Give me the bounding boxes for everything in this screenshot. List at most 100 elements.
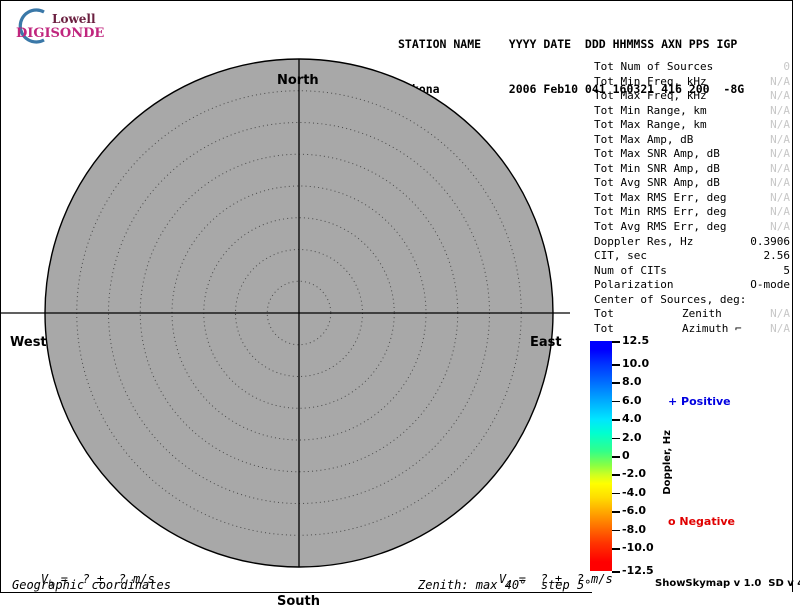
stat-value: N/A [770,220,790,234]
center-row-label: Tot [594,321,614,335]
stat-value: N/A [770,74,790,88]
colorbar-tick [612,474,620,476]
colorbar-tick-label: -8.0 [622,522,647,536]
stat-row: Num of CITs 5 [594,264,792,279]
vz-subscript: z [506,579,512,590]
stat-row: Tot Num of Sources 0 [594,60,792,75]
logo-arc-icon [18,8,45,44]
stat-row: Tot Min Range, km N/A [594,104,792,119]
frame-left-border [0,0,1,593]
direction-label-east: East [530,335,562,350]
colorbar-tick-label: 10.0 [622,357,650,370]
colorbar-tick-label: -4.0 [622,485,647,499]
colorbar-tick [612,548,620,550]
stat-label: Doppler Res, Hz [594,234,694,248]
colorbar-tick-marks [612,341,622,573]
colorbar-axis-label: Doppler, Hz [662,430,673,495]
colorbar-tick [612,437,620,440]
stat-value: N/A [770,176,790,190]
stat-value: N/A [770,132,790,146]
vh-subscript: h [48,579,54,590]
logo-digisonde-text: DIGISONDE [16,26,105,41]
stat-value: N/A [770,161,790,175]
stat-label: CIT, sec [594,249,647,263]
center-row-zenith-label: Zenith [682,307,722,321]
stat-row: Tot Avg SNR Amp, dB N/A [594,176,792,191]
stat-value: N/A [770,147,790,161]
direction-label-west: West [10,335,47,350]
center-row-value: N/A [770,307,790,321]
colorbar-tick-label: 6.0 [622,393,642,407]
station-header: STATION NAME YYYY DATE DDD HHMMSS AXN PP… [398,7,744,127]
vertical-velocity-readout: Vz = ? ± ? m/s [470,558,613,603]
stat-value: 2.56 [763,249,791,263]
center-row-value: N/A [770,321,790,335]
stat-label: Tot Max RMS Err, deg [594,190,727,204]
stat-label: Num of CITs [594,263,667,277]
stat-label: Tot Avg SNR Amp, dB [594,176,720,190]
stat-label: Tot Max Amp, dB [594,132,694,146]
colorbar-tick [612,400,620,403]
stat-label: Tot Max Range, km [594,118,707,132]
colorbar-tick [612,529,620,532]
colorbar-tick [612,382,620,384]
colorbar-tick [612,341,620,343]
legend-negative: o Negative [668,515,736,528]
colorbar-tick-label: 12.5 [622,334,650,347]
stat-label: Tot Avg RMS Err, deg [594,220,727,234]
coordinate-system-note: Geographic coordinates [12,578,171,592]
colorbar-tick [612,492,620,495]
polar-plot-canvas[interactable] [0,30,598,575]
frame-bottom-border [0,592,592,593]
direction-label-north: North [277,73,319,88]
stat-value: 0 [783,60,790,73]
vh-symbol: V [40,572,49,586]
stat-label: Polarization [594,278,674,292]
stat-row: Tot Max Amp, dB N/A [594,133,792,148]
skymap-polar-plot[interactable]: North South West East [0,30,598,609]
vh-value: = ? ± ? m/s [53,572,155,586]
stat-row: Tot Max RMS Err, deg N/A [594,191,792,206]
stat-row: Tot Min RMS Err, deg N/A [594,205,792,220]
colorbar-tick-label: -6.0 [622,504,647,518]
stat-value: 5 [783,263,790,277]
stat-row: CIT, sec 2.56 [594,249,792,264]
center-of-sources-heading: Center of Sources, deg: [594,292,747,306]
colorbar-tick-label: 0 [622,449,630,462]
legend-positive: + Positive [668,395,731,408]
stat-row: Doppler Res, Hz 0.3906 [594,235,792,250]
stat-row: Tot Max SNR Amp, dB N/A [594,147,792,162]
center-of-sources-row: Tot Azimuth ⌐ N/A [594,322,792,337]
stat-value: N/A [770,190,790,204]
stat-row: Polarization O-mode [594,278,792,293]
colorbar-tick-label: -12.5 [622,564,654,577]
colorbar-tick [612,456,620,458]
vz-value: = ? ± ? m/s [511,572,613,586]
stat-label: Tot Min SNR Amp, dB [594,161,720,175]
direction-label-south: South [277,594,321,609]
lowell-digisonde-logo: Lowell DIGISONDE [14,6,114,46]
stat-label: Tot Num of Sources [594,60,714,73]
frame-top-border [0,0,793,1]
stat-row: Tot Min Freq, kHz N/A [594,75,792,90]
center-row-label: Tot [594,307,614,321]
stat-value: N/A [770,205,790,219]
version-footer: ShowSkymap v 1.0 SD v 4.2 [655,578,800,589]
colorbar-tick-label: -10.0 [622,541,654,554]
colorbar-tick [612,571,620,573]
stat-row: Tot Min SNR Amp, dB N/A [594,162,792,177]
colorbar-tick-label: 2.0 [622,430,642,444]
header-column-row: STATION NAME YYYY DATE DDD HHMMSS AXN PP… [398,37,738,51]
stat-value: 0.3906 [750,234,790,248]
statistics-panel: Tot Num of Sources 0 Tot Min Freq, kHz N/A T… [594,60,792,336]
stat-label: Tot Max SNR Amp, dB [594,147,720,161]
vz-symbol: V [498,572,507,586]
stat-value: O-mode [750,278,790,292]
horizontal-velocity-readout: Vh = ? ± ? m/s [12,558,155,603]
stat-label: Tot Min Range, km [594,103,707,117]
frame-right-border [792,0,793,592]
zenith-scale-note: Zenith: max 40° step 5° [418,578,592,592]
center-of-sources-row: Tot Zenith N/A [594,307,792,322]
colorbar-tick [612,511,620,513]
